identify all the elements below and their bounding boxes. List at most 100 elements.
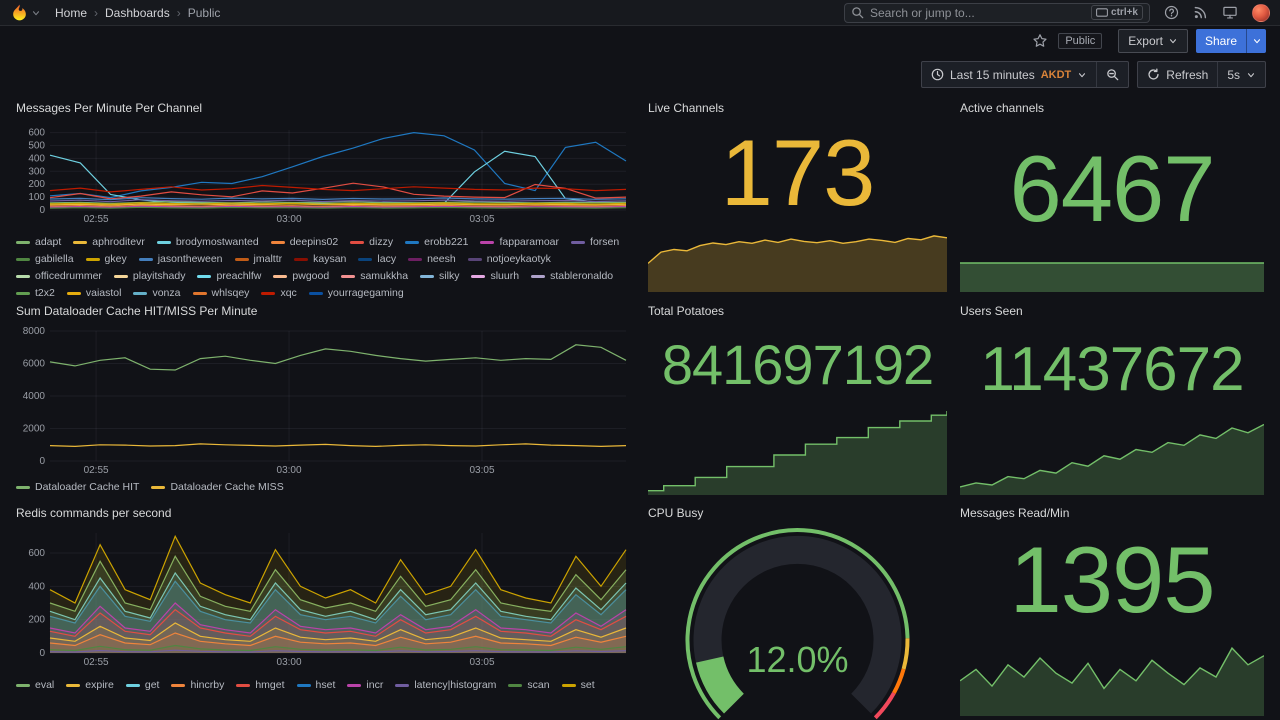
panel-title[interactable]: Redis commands per second	[16, 506, 172, 520]
legend-series-label: brodymostwanted	[175, 236, 259, 248]
panel-title[interactable]: Users Seen	[960, 304, 1023, 318]
legend-item[interactable]: expire	[66, 679, 114, 691]
legend-item[interactable]: samukkha	[341, 270, 408, 282]
chart-legend: adapt aphroditevr brodymostwanted deepins02…	[16, 236, 632, 299]
legend-item[interactable]: whlsqey	[192, 287, 249, 299]
legend-item[interactable]: set	[561, 679, 595, 691]
legend-item[interactable]: silky	[420, 270, 459, 282]
legend-item[interactable]: vaiastol	[66, 287, 121, 299]
legend-item[interactable]: adapt	[16, 236, 61, 248]
legend-item[interactable]: playitshady	[113, 270, 185, 282]
export-button[interactable]: Export	[1118, 29, 1188, 53]
legend-item[interactable]: forsen	[571, 236, 619, 248]
time-picker-group: Last 15 minutes AKDT	[921, 61, 1130, 88]
panel-title[interactable]: Messages Read/Min	[960, 506, 1070, 520]
share-label: Share	[1204, 34, 1237, 48]
help-icon[interactable]	[1164, 5, 1179, 20]
legend-item[interactable]: erobb221	[405, 236, 468, 248]
search-placeholder: Search or jump to...	[870, 5, 975, 20]
timeseries-chart[interactable]: 0 100 200 300 400 500 600 02:55 03:00 03:05	[16, 126, 632, 224]
legend-item[interactable]: Dataloader Cache HIT	[16, 481, 139, 493]
refresh-icon	[1148, 68, 1159, 80]
legend-item[interactable]: dizzy	[350, 236, 393, 248]
refresh-interval-picker[interactable]: 5s	[1217, 62, 1265, 87]
legend-item[interactable]: lacy	[358, 253, 396, 265]
legend-series-label: adapt	[35, 236, 62, 248]
legend-item[interactable]: gabilella	[16, 253, 74, 265]
legend-item[interactable]: scan	[508, 679, 550, 691]
public-tag[interactable]: Public	[1058, 33, 1103, 49]
legend-series-color	[405, 240, 420, 244]
legend-series-color	[480, 240, 495, 244]
breadcrumb-home[interactable]: Home	[55, 5, 88, 20]
legend-item[interactable]: neesh	[408, 253, 456, 265]
chevron-down-icon	[1169, 39, 1177, 44]
legend-item[interactable]: latency|histogram	[395, 679, 496, 691]
legend-item[interactable]: preachlfw	[197, 270, 261, 282]
legend-item[interactable]: jasontheween	[138, 253, 223, 265]
chart-legend: eval expire get hincrby hmget hset incr latency…	[16, 679, 632, 691]
panel-active-channels: Active channels 6467	[960, 100, 1264, 292]
panel-dataloader-cache: Sum Dataloader Cache HIT/MISS Per Minute…	[16, 303, 632, 499]
star-button[interactable]	[1030, 31, 1050, 51]
legend-item[interactable]: hset	[296, 679, 335, 691]
legend-item[interactable]: vonza	[133, 287, 181, 299]
legend-item[interactable]: notjoeykaotyk	[467, 253, 551, 265]
refresh-button[interactable]: Refresh	[1138, 62, 1217, 87]
legend-item[interactable]: yourragegaming	[308, 287, 404, 299]
legend-item[interactable]: brodymostwanted	[156, 236, 259, 248]
grafana-logo[interactable]	[10, 3, 41, 22]
sparkline	[959, 638, 1265, 716]
legend-item[interactable]: deepins02	[270, 236, 338, 248]
legend-item[interactable]: jmalttr	[234, 253, 282, 265]
legend-item[interactable]: stableronaldo	[531, 270, 613, 282]
legend-series-color	[561, 683, 576, 687]
panel-title[interactable]: Sum Dataloader Cache HIT/MISS Per Minute	[16, 304, 258, 318]
legend-item[interactable]: get	[125, 679, 159, 691]
legend-series-color	[73, 240, 88, 244]
share-menu-button[interactable]	[1246, 29, 1266, 53]
legend-item[interactable]: gkey	[85, 253, 127, 265]
legend-series-color	[197, 274, 212, 278]
share-button[interactable]: Share	[1195, 29, 1246, 53]
search-input[interactable]: Search or jump to... ctrl+k	[844, 2, 1150, 23]
legend-item[interactable]: eval	[16, 679, 54, 691]
panel-title[interactable]: Total Potatoes	[648, 304, 725, 318]
legend-item[interactable]: Dataloader Cache MISS	[151, 481, 284, 493]
user-avatar[interactable]	[1252, 3, 1270, 22]
legend-series-label: officedrummer	[35, 270, 102, 282]
legend-item[interactable]: hmget	[236, 679, 285, 691]
monitor-icon[interactable]	[1222, 5, 1238, 20]
legend-item[interactable]: pwgood	[273, 270, 329, 282]
legend-item[interactable]: kaysan	[294, 253, 346, 265]
legend-item[interactable]: hincrby	[171, 679, 224, 691]
chevron-down-icon	[1079, 72, 1086, 77]
legend-item[interactable]: t2x2	[16, 287, 55, 299]
breadcrumb-public[interactable]: Public	[187, 5, 221, 20]
chevron-down-icon	[1253, 39, 1260, 44]
timeseries-chart[interactable]: 0 200 400 600 02:55 03:00 03:05	[16, 529, 632, 667]
timeseries-chart[interactable]: 0 2000 4000 6000 8000 02:55 03:00 03:05	[16, 327, 632, 475]
zoom-out-button[interactable]	[1096, 62, 1128, 87]
legend-item[interactable]: incr	[347, 679, 383, 691]
panel-title[interactable]: Messages Per Minute Per Channel	[16, 101, 203, 115]
breadcrumb-dashboards[interactable]: Dashboards	[105, 5, 170, 20]
legend-item[interactable]: xqc	[261, 287, 297, 299]
stat-value: 841697192	[661, 332, 934, 396]
legend-item[interactable]: fapparamoar	[480, 236, 559, 248]
legend-item[interactable]: sluurh	[471, 270, 519, 282]
shortcut-label: ctrl+k	[1111, 7, 1138, 18]
legend-item[interactable]: aphroditevr	[73, 236, 145, 248]
timezone-label: AKDT	[1040, 68, 1072, 81]
rss-icon[interactable]	[1193, 5, 1208, 20]
legend-series-label: neesh	[427, 253, 456, 265]
refresh-interval-label: 5s	[1227, 67, 1240, 82]
panel-title[interactable]: Active channels	[960, 101, 1045, 115]
legend-series-label: latency|histogram	[414, 679, 497, 691]
time-range-picker[interactable]: Last 15 minutes AKDT	[922, 62, 1096, 87]
legend-item[interactable]: officedrummer	[16, 270, 102, 282]
svg-text:200: 200	[28, 179, 45, 190]
time-controls: Last 15 minutes AKDT Refresh 5s	[0, 61, 1280, 88]
panel-title[interactable]: CPU Busy	[648, 506, 704, 520]
panel-title[interactable]: Live Channels	[648, 101, 725, 115]
